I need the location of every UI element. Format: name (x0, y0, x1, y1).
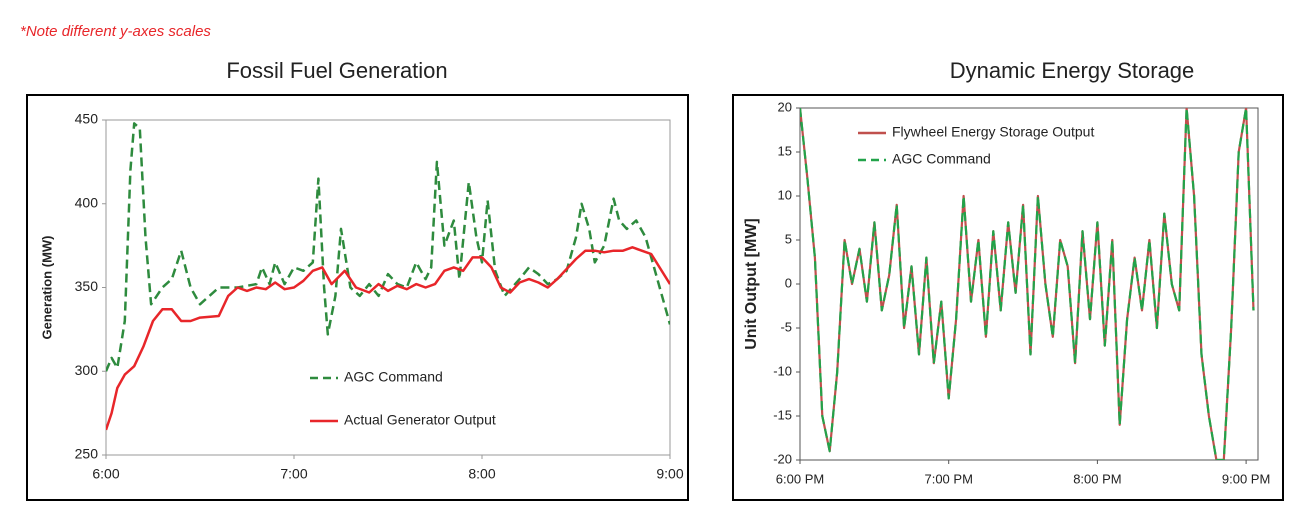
series-line (106, 122, 670, 372)
series-line (106, 246, 670, 431)
y-tick-label: 400 (75, 194, 99, 210)
y-tick-label: 300 (75, 362, 99, 378)
panel-frame (732, 94, 1284, 501)
y-tick-label: -10 (773, 363, 792, 378)
x-tick-label: 6:00 (92, 466, 119, 482)
y-axis-label: Unit Output [MW] (743, 218, 760, 350)
x-tick-label: 8:00 (468, 466, 495, 482)
y-tick-label: -5 (780, 319, 792, 334)
legend-label: AGC Command (344, 369, 443, 385)
y-tick-label: 5 (785, 231, 792, 246)
y-axis-label: Generation (MW) (39, 236, 54, 340)
y-tick-label: 15 (778, 143, 792, 158)
x-tick-label: 7:00 PM (924, 471, 972, 486)
y-tick-label: -15 (773, 407, 792, 422)
x-tick-label: 7:00 (280, 466, 307, 482)
x-tick-label: 6:00 PM (776, 471, 824, 486)
legend-label: Flywheel Energy Storage Output (892, 124, 1094, 140)
x-tick-label: 8:00 PM (1073, 471, 1121, 486)
x-tick-label: 9:00 PM (1222, 471, 1270, 486)
y-tick-label: 20 (778, 99, 792, 114)
y-tick-label: -20 (773, 451, 792, 466)
y-tick-label: 450 (75, 111, 99, 127)
x-tick-label: 9:00 (656, 466, 683, 482)
y-tick-label: 250 (75, 446, 99, 462)
y-tick-label: 350 (75, 278, 99, 294)
legend-label: Actual Generator Output (344, 412, 496, 428)
chart-title: Fossil Fuel Generation (226, 58, 447, 83)
note: *Note different y-axes scales (20, 23, 211, 40)
panel-frame (26, 94, 689, 501)
legend-label: AGC Command (892, 151, 991, 167)
series-line (800, 108, 1255, 460)
y-tick-label: 0 (785, 275, 792, 290)
plot-frame (105, 119, 671, 456)
chart-title: Dynamic Energy Storage (950, 58, 1195, 83)
y-tick-label: 10 (778, 187, 792, 202)
